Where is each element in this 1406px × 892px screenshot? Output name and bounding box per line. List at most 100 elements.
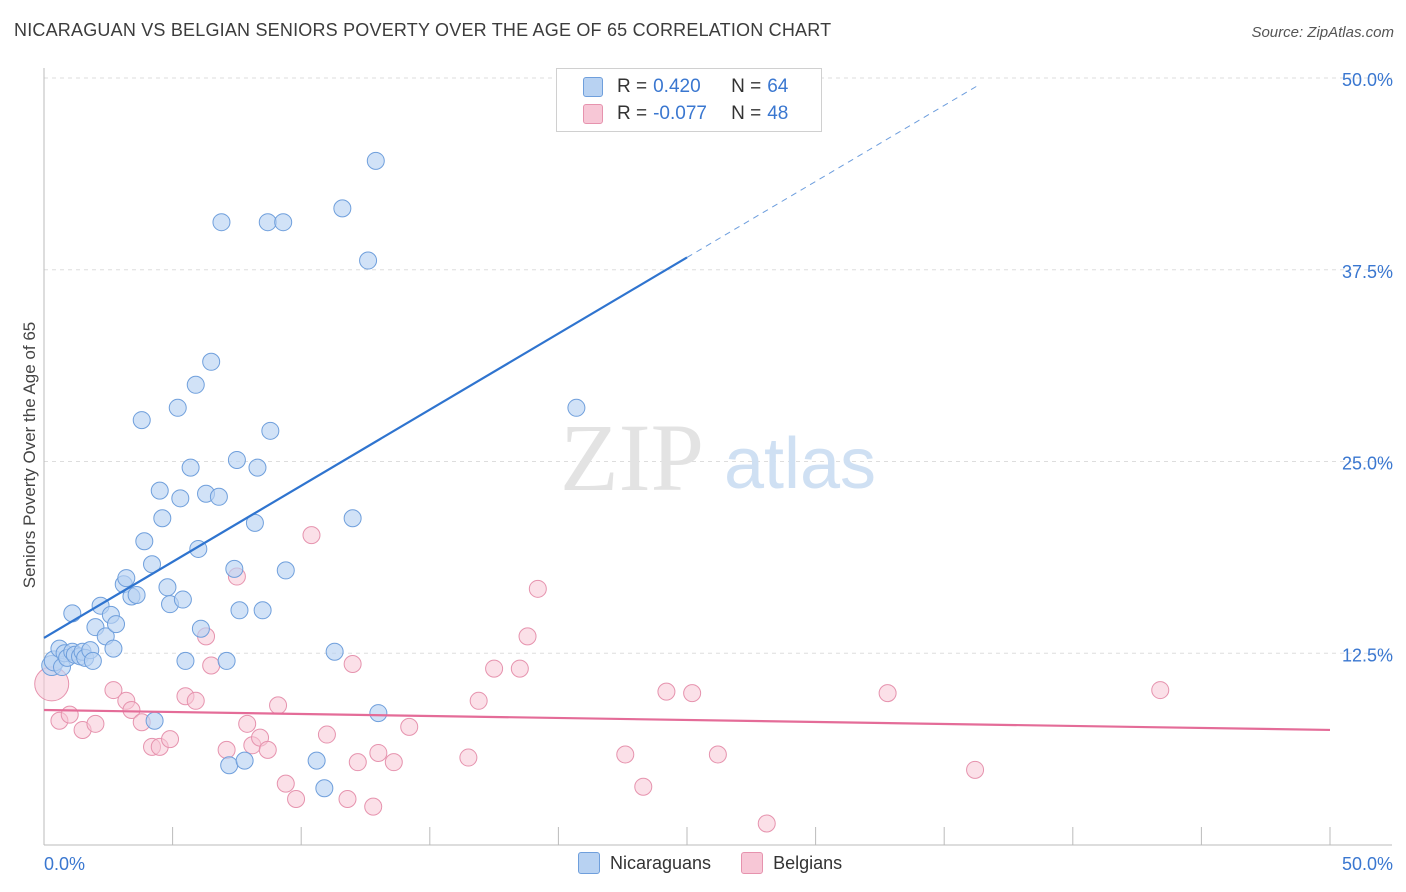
legend-item-belgians[interactable]: Belgians (741, 852, 842, 874)
belgian-point (60, 705, 79, 724)
belgian-point (348, 753, 367, 772)
belgian-point (122, 701, 141, 720)
nicaraguan-point (225, 559, 244, 578)
y-tick-label: 37.5% (1342, 262, 1393, 282)
nicaraguan-point (343, 509, 362, 528)
nicaraguan-point (104, 639, 123, 658)
chart-title: NICARAGUAN VS BELGIAN SENIORS POVERTY OV… (14, 20, 832, 40)
belgians-points (34, 526, 1170, 833)
nicaraguan-point (63, 604, 82, 623)
legend-swatch-pink (583, 104, 603, 124)
belgian-point (364, 797, 383, 816)
nicaraguan-point (158, 578, 177, 597)
belgian-point (683, 684, 702, 703)
source-label: Source: ZipAtlas.com (1251, 24, 1394, 41)
belgian-point (966, 760, 985, 779)
nicaraguan-point (276, 561, 295, 580)
nicaraguan-point (333, 199, 352, 218)
legend-label: Belgians (773, 852, 843, 873)
n-value: 64 (767, 76, 789, 97)
nicaraguan-point (132, 411, 151, 430)
axes (43, 68, 1392, 846)
nicaraguan-point (186, 375, 205, 394)
legend-row-belgians: R = -0.077 N = 48 (583, 102, 788, 126)
y-tick-label: 25.0% (1342, 454, 1393, 474)
watermark: ZIP atlas (560, 404, 876, 511)
watermark-zip: ZIP (560, 404, 704, 511)
nicaraguan-point (274, 213, 293, 232)
belgian-point (708, 745, 727, 764)
legend-swatch-pink (741, 852, 764, 874)
nicaraguan-point (359, 251, 378, 270)
nicaraguan-point (253, 601, 272, 620)
belgian-point (459, 748, 478, 767)
nicaraguan-point (217, 651, 236, 670)
n-value: 48 (767, 103, 789, 124)
trend-lines (43, 85, 1331, 732)
nicaraguan-point (171, 489, 190, 508)
y-axis-label: Seniors Poverty Over the Age of 65 (20, 321, 39, 589)
nicaraguan-point (107, 615, 126, 634)
nicaraguan-point (145, 711, 164, 730)
nicaraguan-point (230, 601, 249, 620)
nicaraguans-points (41, 151, 586, 798)
belgian-point (878, 684, 897, 703)
belgian-point (302, 526, 321, 545)
belgian-point (269, 696, 288, 715)
belgian-point (104, 681, 123, 700)
belgian-point (657, 682, 676, 701)
legend-row-nicaraguans: R = 0.420 N = 64 (583, 75, 788, 99)
belgian-point (276, 774, 295, 793)
nicaraguan-point (117, 569, 136, 588)
r-label: R = (617, 103, 648, 124)
nicaraguan-point (150, 481, 169, 500)
series-legend: Nicaraguans Belgians (578, 852, 872, 874)
nicaraguan-point (181, 458, 200, 477)
nicaraguan-point (261, 421, 280, 440)
nicaraguan-point (567, 398, 586, 417)
belgian-point (217, 740, 236, 759)
nicaraguan-point (366, 151, 385, 170)
y-tick-label: 50.0% (1342, 70, 1393, 90)
belgian-point (400, 717, 419, 736)
nicaraguan-point (83, 651, 102, 670)
nicaraguan-point (127, 585, 146, 604)
belgian-point (338, 789, 357, 808)
nicaraguans-trend-line (43, 256, 688, 639)
belgian-point (1151, 681, 1170, 700)
y-tick-label: 12.5% (1342, 645, 1393, 665)
r-value: 0.420 (653, 76, 701, 97)
belgian-point (287, 789, 306, 808)
r-value: -0.077 (653, 103, 707, 124)
belgian-point (469, 691, 488, 710)
belgian-point (485, 659, 504, 678)
nicaraguan-point (168, 398, 187, 417)
belgian-point (518, 627, 537, 646)
nicaraguan-point (191, 619, 210, 638)
belgian-point (510, 659, 529, 678)
tick-labels: 12.5% 25.0% 37.5% 50.0% 0.0% 50.0% (44, 70, 1393, 874)
nicaraguan-point (173, 590, 192, 609)
nicaraguan-point (153, 509, 172, 528)
belgian-point (258, 740, 277, 759)
nicaraguan-point (325, 642, 344, 661)
nicaraguan-point (135, 532, 154, 551)
correlation-legend: R = 0.420 N = 64 R = -0.077 N = 48 (556, 68, 822, 132)
belgian-point (202, 656, 221, 675)
belgian-point (528, 579, 547, 598)
belgians-trend-line (43, 708, 1331, 732)
legend-item-nicaraguans[interactable]: Nicaraguans (578, 852, 711, 874)
belgian-point (634, 777, 653, 796)
belgian-point (86, 714, 105, 733)
nicaraguan-point (202, 352, 221, 371)
legend-label: Nicaraguans (610, 852, 712, 873)
belgian-point (616, 745, 635, 764)
nicaraguan-point (176, 651, 195, 670)
grid-lines (44, 77, 1392, 654)
nicaraguan-point (248, 458, 267, 477)
nicaraguan-point (235, 751, 254, 770)
belgian-point (186, 691, 205, 710)
nicaraguan-point (209, 487, 228, 506)
nicaraguan-point (315, 779, 334, 798)
